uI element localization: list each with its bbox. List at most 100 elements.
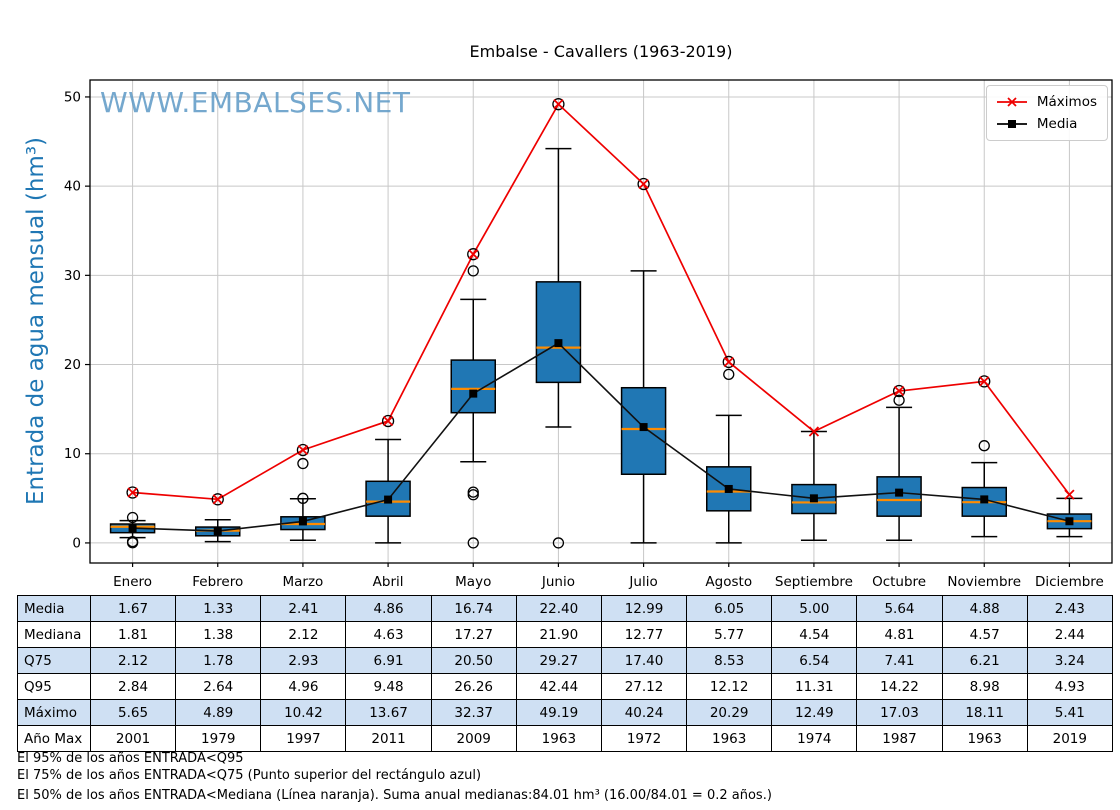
table-cell: 6.54: [771, 647, 858, 674]
table-cell: 2.12: [89, 647, 177, 674]
row-label: Q95: [17, 673, 91, 700]
box: [450, 359, 496, 414]
max-x-marker: [638, 178, 649, 190]
boxplot-chart: 0 10 20 30 40 50 Enero Febrero Marzo Abril Mayo Jun…: [64, 79, 1113, 590]
table-cell: 14.22: [856, 673, 943, 700]
table-cell: 1972: [600, 725, 688, 752]
table-cell: 4.93: [1026, 673, 1113, 700]
table-cell: 1.78: [175, 647, 262, 674]
stats-table: Media 1.67 1.33 2.41 4.86 16.74 22.40 12.99 6.05…: [17, 595, 1113, 752]
table-cell: 4.57: [941, 621, 1028, 648]
max-outlier-circle: [211, 493, 224, 506]
table-cell: 26.26: [430, 673, 517, 700]
media-marker-icon: [996, 120, 1027, 128]
table-cell: 2.41: [260, 595, 347, 622]
table-cell: 17.03: [856, 699, 943, 726]
footnote-q75: El 75% de los años ENTRADA<Q75 (Punto su…: [17, 768, 482, 783]
table-cell: 1987: [856, 725, 943, 752]
table-cell: 4.88: [941, 595, 1028, 622]
table-cell: 12.99: [600, 595, 688, 622]
table-cell: 1.33: [175, 595, 262, 622]
mean-square-marker: [980, 495, 989, 504]
outlier: [126, 511, 139, 524]
plot-frame: [89, 79, 1113, 564]
table-cell: 8.53: [686, 647, 773, 674]
table-cell: 6.21: [941, 647, 1028, 674]
x-tick-label: Junio: [541, 574, 575, 590]
legend-entry-maximos: Máximos: [995, 91, 1097, 113]
mean-square-marker: [213, 527, 222, 536]
max-x-marker: [723, 356, 734, 368]
maximos-line: [132, 102, 1071, 501]
table-cell: 2.93: [260, 647, 347, 674]
max-x-marker: [127, 487, 138, 498]
y-axis-label: Entrada de agua mensual (hm³): [23, 136, 49, 506]
table-cell: 11.31: [771, 673, 858, 700]
table-cell: 5.65: [89, 699, 177, 726]
mean-square-marker: [469, 389, 478, 398]
max-outlier-circle: [892, 384, 906, 398]
legend-entry-media: Media: [995, 113, 1097, 135]
row-label: Mediana: [17, 621, 91, 648]
table-cell: 1963: [686, 725, 773, 752]
max-x-marker: [382, 415, 394, 427]
table-cell: 2011: [345, 725, 432, 752]
table-cell: 1974: [771, 725, 858, 752]
table-cell: 27.12: [600, 673, 688, 700]
x-tick-label: Julio: [628, 574, 657, 590]
table-cell: 40.24: [600, 699, 688, 726]
mean-square-marker: [895, 488, 904, 497]
x-tick-label: Febrero: [192, 574, 243, 590]
mean-square-marker: [1065, 517, 1074, 526]
table-cell: 17.40: [600, 647, 688, 674]
table-row-q95: Q95 2.84 2.64 4.96 9.48 26.26 42.44 27.12 12.12 1…: [17, 673, 1113, 700]
outlier: [297, 457, 309, 470]
table-cell: 49.19: [515, 699, 602, 726]
table-cell: 5.41: [1026, 699, 1113, 726]
max-outlier-circle: [467, 248, 480, 261]
x-tick-label: Diciembre: [1035, 574, 1104, 590]
mean-square-marker: [298, 517, 307, 526]
x-tick-label: Octubre: [872, 574, 926, 590]
y-tick-label: 50: [64, 89, 81, 105]
max-outlier-circle: [637, 177, 650, 191]
table-cell: 2019: [1026, 725, 1113, 752]
table-cell: 5.64: [856, 595, 943, 622]
mean-square-marker: [128, 524, 137, 533]
table-cell: 42.44: [515, 673, 602, 700]
y-tick-label: 20: [64, 357, 81, 373]
table-cell: 7.41: [856, 647, 943, 674]
outlier: [467, 265, 479, 277]
table-cell: 1.67: [89, 595, 177, 622]
table-cell: 6.05: [686, 595, 773, 622]
row-label: Año Max: [17, 725, 91, 752]
table-cell: 2.44: [1026, 621, 1113, 648]
max-x-marker: [212, 494, 223, 505]
max-x-marker: [893, 385, 905, 397]
max-outlier-circle: [978, 375, 991, 388]
y-tick-label: 0: [72, 535, 81, 551]
mean-square-marker: [639, 423, 648, 432]
x-tick-label: Abril: [373, 574, 404, 590]
box: [535, 281, 582, 384]
max-x-marker: [553, 99, 564, 110]
table-row-año-max: Año Max 2001 1979 1997 2011 2009 1963 1972 1963 1…: [17, 725, 1113, 752]
table-cell: 1.38: [175, 621, 262, 648]
table-cell: 1979: [175, 725, 262, 752]
max-x-marker: [808, 426, 820, 437]
table-cell: 1963: [515, 725, 602, 752]
max-x-marker: [1064, 489, 1075, 500]
table-row-máximo: Máximo 5.65 4.89 10.42 13.67 32.37 49.19 40.24 2…: [17, 699, 1113, 726]
table-cell: 9.48: [345, 673, 432, 700]
table-cell: 17.27: [430, 621, 517, 648]
max-outlier-circle: [552, 98, 565, 111]
row-label: Media: [17, 595, 91, 622]
y-tick-label: 30: [64, 268, 81, 284]
outlier: [467, 486, 479, 498]
table-cell: 3.24: [1026, 647, 1113, 674]
table-cell: 1963: [941, 725, 1028, 752]
table-cell: 2.64: [175, 673, 262, 700]
max-outlier-circle: [296, 443, 310, 457]
x-tick-label: Enero: [113, 574, 152, 590]
